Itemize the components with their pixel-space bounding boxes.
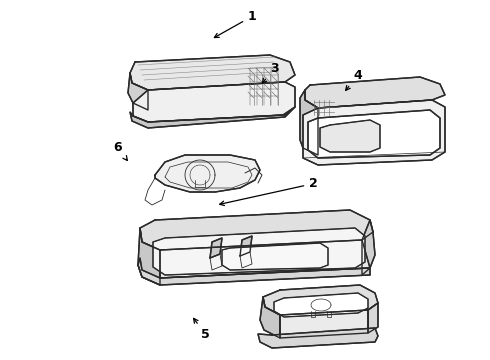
Polygon shape [258,328,378,348]
Polygon shape [303,100,445,165]
Polygon shape [260,297,280,338]
Polygon shape [280,310,368,338]
Polygon shape [160,240,370,278]
Text: 3: 3 [262,62,279,83]
Polygon shape [320,120,380,152]
Polygon shape [240,236,252,256]
Polygon shape [362,220,375,275]
Polygon shape [274,293,368,317]
Polygon shape [140,210,373,250]
Polygon shape [155,155,260,192]
Polygon shape [128,73,148,110]
Text: 5: 5 [194,318,210,341]
Polygon shape [130,55,295,90]
Polygon shape [368,303,378,333]
Text: 6: 6 [113,141,127,161]
Polygon shape [133,82,295,122]
Text: 4: 4 [345,69,362,90]
Text: 1: 1 [214,10,257,37]
Polygon shape [263,285,378,315]
Polygon shape [138,228,160,285]
Polygon shape [210,238,222,258]
Polygon shape [222,243,328,270]
Polygon shape [308,110,440,158]
Polygon shape [130,107,295,128]
Polygon shape [305,77,445,108]
Polygon shape [300,90,318,155]
Polygon shape [153,228,365,275]
Polygon shape [138,258,370,285]
Text: 2: 2 [220,177,318,206]
